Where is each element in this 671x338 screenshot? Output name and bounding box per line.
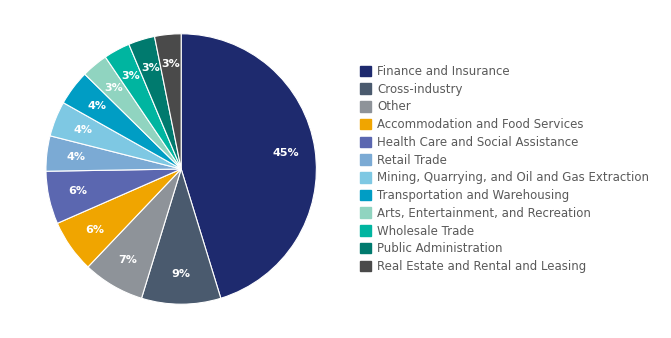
Text: 45%: 45% bbox=[272, 148, 299, 159]
Text: 6%: 6% bbox=[85, 224, 105, 235]
Wedge shape bbox=[181, 34, 316, 298]
Text: 3%: 3% bbox=[104, 83, 123, 93]
Wedge shape bbox=[88, 169, 181, 298]
Wedge shape bbox=[46, 169, 181, 223]
Text: 3%: 3% bbox=[161, 59, 180, 69]
Wedge shape bbox=[105, 44, 181, 169]
Text: 4%: 4% bbox=[87, 101, 107, 111]
Text: 3%: 3% bbox=[121, 71, 140, 81]
Wedge shape bbox=[142, 169, 221, 304]
Wedge shape bbox=[46, 136, 181, 171]
Legend: Finance and Insurance, Cross-industry, Other, Accommodation and Food Services, H: Finance and Insurance, Cross-industry, O… bbox=[356, 62, 653, 276]
Wedge shape bbox=[85, 57, 181, 169]
Text: 3%: 3% bbox=[141, 63, 160, 73]
Wedge shape bbox=[50, 103, 181, 169]
Text: 6%: 6% bbox=[68, 187, 88, 196]
Wedge shape bbox=[154, 34, 181, 169]
Text: 4%: 4% bbox=[74, 125, 93, 135]
Text: 7%: 7% bbox=[119, 255, 138, 265]
Text: 4%: 4% bbox=[67, 152, 86, 162]
Wedge shape bbox=[57, 169, 181, 267]
Wedge shape bbox=[129, 37, 181, 169]
Text: 9%: 9% bbox=[172, 269, 191, 280]
Wedge shape bbox=[63, 74, 181, 169]
